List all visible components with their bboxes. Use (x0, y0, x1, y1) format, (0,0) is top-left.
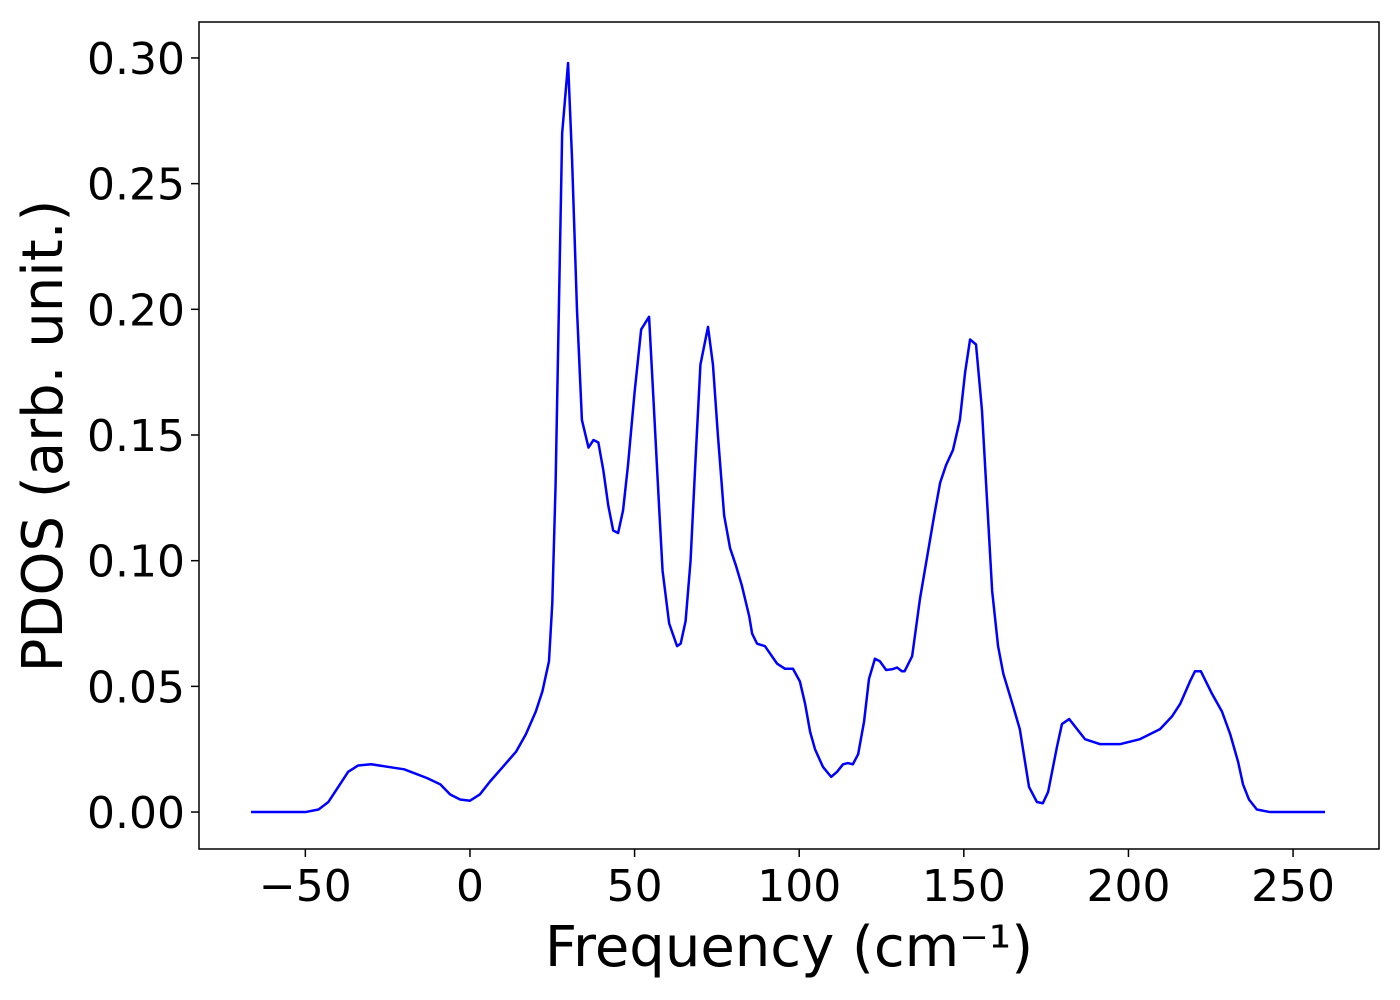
x-tick-label: 200 (1086, 861, 1170, 912)
plot-frame (198, 21, 1380, 850)
x-tick-label: 150 (922, 861, 1006, 912)
y-tick-label: 0.05 (87, 662, 185, 713)
x-tick-label: 0 (456, 861, 484, 912)
y-tick-label: 0.25 (87, 160, 185, 211)
y-tick-label: 0.20 (87, 285, 185, 336)
y-axis-label: PDOS (arb. unit.) (11, 200, 76, 673)
y-tick-label: 0.15 (87, 411, 185, 462)
data-line (251, 61, 1325, 814)
y-tick-label: 0.30 (87, 34, 185, 85)
x-axis-label: Frequency (cm⁻¹) (545, 915, 1033, 980)
y-tick-label: 0.10 (87, 537, 185, 588)
x-tick-label: 50 (607, 861, 663, 912)
x-tick-label: 250 (1251, 861, 1335, 912)
y-tick-label: 0.00 (87, 788, 185, 839)
x-tick-label: 100 (757, 861, 841, 912)
x-tick-label: −50 (259, 861, 352, 912)
